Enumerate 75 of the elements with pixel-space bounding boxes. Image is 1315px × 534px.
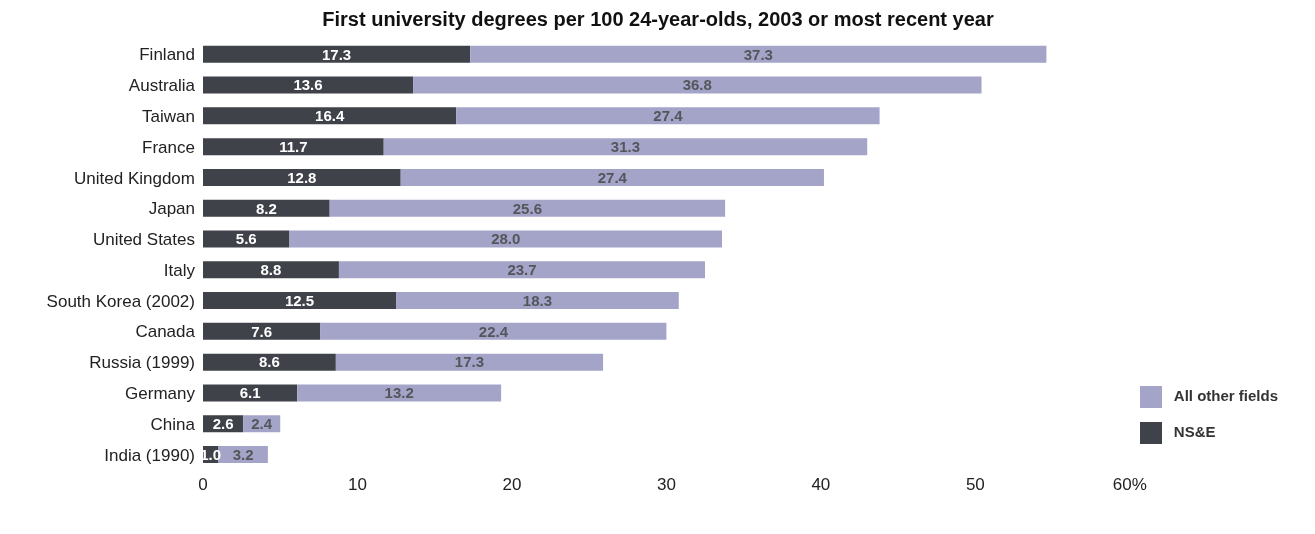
bar <box>203 168 401 186</box>
y-tick-label: Germany <box>125 384 196 404</box>
bar <box>413 76 982 94</box>
data-label: 12.5 <box>284 291 315 309</box>
data-label: 17.3 <box>322 45 352 63</box>
data-label: 16.4 <box>315 107 345 125</box>
bar <box>203 76 414 94</box>
x-tick-label: 60% <box>1112 475 1147 495</box>
data-label: 3.2 <box>232 445 254 463</box>
data-label: 11.7 <box>279 137 308 155</box>
data-label: 8.6 <box>258 353 280 371</box>
y-tick-label: Finland <box>139 45 195 65</box>
y-tick-label: India (1990) <box>104 445 195 465</box>
data-label: 6.1 <box>239 384 261 402</box>
data-label: 27.4 <box>653 107 684 125</box>
data-label: 8.2 <box>255 199 277 217</box>
y-tick-label: Italy <box>163 260 196 280</box>
data-label: 7.6 <box>251 322 273 340</box>
data-label: 17.3 <box>454 353 485 371</box>
bar <box>383 138 868 156</box>
x-tick-label: 30 <box>656 475 676 495</box>
y-tick-label: United States <box>92 230 195 250</box>
y-tick-label: Taiwan <box>142 107 195 126</box>
x-tick-label: 10 <box>348 475 367 495</box>
data-label: 28.0 <box>491 230 521 248</box>
bar <box>400 168 824 186</box>
bar <box>203 45 471 63</box>
legend-label: NS&E <box>1173 423 1216 440</box>
y-tick-label: South Korea (2002) <box>46 291 195 311</box>
data-label: 18.3 <box>522 291 553 309</box>
data-label: 13.2 <box>384 384 414 402</box>
bar <box>203 107 457 125</box>
bar <box>338 261 706 279</box>
chart-title: First university degrees per 100 24-year-olds, 2003 or most recent year <box>321 8 995 31</box>
bar <box>335 353 604 371</box>
bar <box>289 230 723 248</box>
bar <box>329 199 726 217</box>
bar <box>203 261 339 279</box>
bar <box>396 292 679 310</box>
bar <box>203 322 321 340</box>
y-tick-label: Russia (1999) <box>89 353 195 373</box>
bar <box>203 138 384 156</box>
x-tick-label: 50 <box>965 475 985 495</box>
data-label: 31.3 <box>610 137 641 155</box>
x-tick-label: 20 <box>502 475 522 495</box>
data-label: 13.6 <box>293 76 323 94</box>
data-label: 22.4 <box>478 322 509 340</box>
bar <box>456 107 880 125</box>
data-label: 8.8 <box>260 261 282 279</box>
y-tick-label: Japan <box>148 199 195 219</box>
x-tick-label: 0 <box>198 475 208 495</box>
bar <box>320 322 667 340</box>
bar <box>203 292 397 310</box>
y-tick-label: Australia <box>128 76 196 96</box>
data-label: 27.4 <box>597 168 628 186</box>
data-label: 2.6 <box>212 415 234 433</box>
x-tick-label: 40 <box>811 475 831 495</box>
data-label: 2.4 <box>251 415 273 433</box>
bar <box>470 45 1047 63</box>
bar <box>203 230 290 248</box>
y-tick-label: China <box>150 414 196 434</box>
data-label: 36.8 <box>682 76 712 94</box>
data-label: 25.6 <box>512 199 542 217</box>
y-tick-label: United Kingdom <box>74 168 195 188</box>
bar <box>203 353 336 371</box>
legend-label: All other fields <box>1173 387 1278 404</box>
bar <box>203 384 298 402</box>
data-label: 5.6 <box>235 230 257 248</box>
data-label: 23.7 <box>507 261 537 279</box>
y-tick-label: France <box>142 137 195 157</box>
data-label: 12.8 <box>287 168 317 186</box>
bar <box>203 199 330 217</box>
data-label: 37.3 <box>743 45 773 63</box>
y-tick-label: Canada <box>135 322 196 342</box>
bar <box>297 384 502 402</box>
